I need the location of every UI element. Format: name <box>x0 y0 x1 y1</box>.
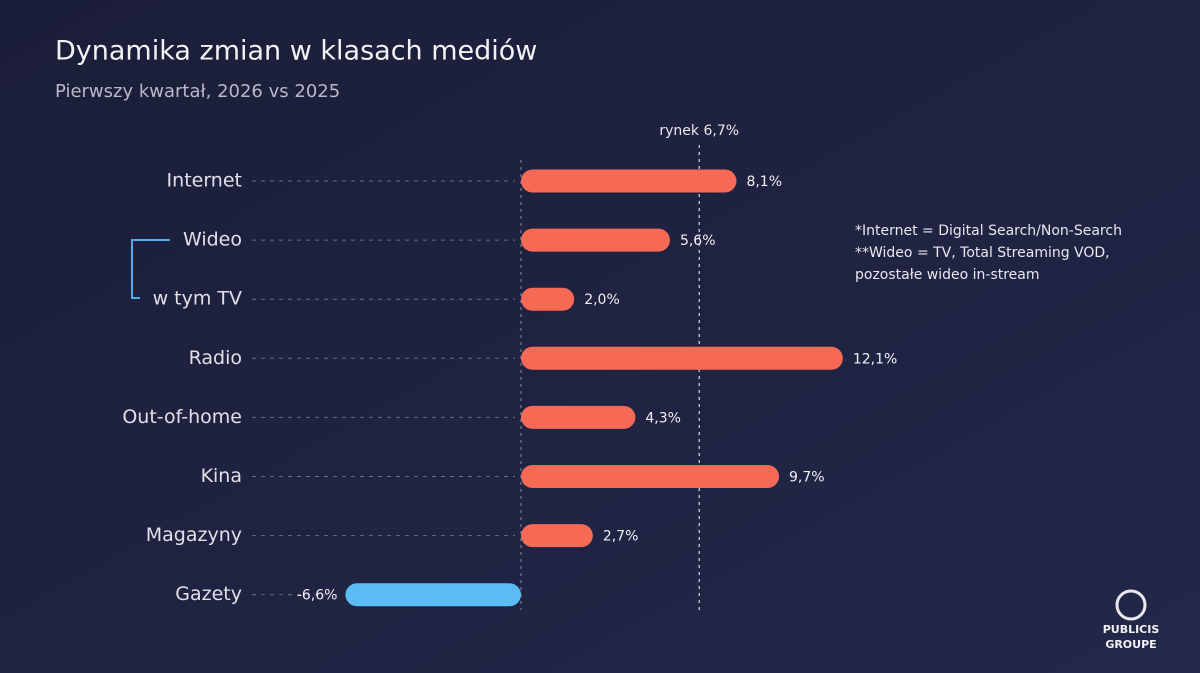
value-label: 8,1% <box>746 174 782 190</box>
value-label: -6,6% <box>297 588 338 604</box>
bar <box>521 524 593 548</box>
note: pozostałe wideo in-stream <box>855 267 1040 283</box>
bar <box>521 346 843 370</box>
logo: PUBLICIS GROUPE <box>1103 589 1160 651</box>
value-label: 5,6% <box>680 233 716 249</box>
note: **Wideo = TV, Total Streaming VOD, <box>855 245 1110 261</box>
chart-title: Dynamika zmian w klasach mediów <box>55 36 537 67</box>
bar <box>521 169 737 193</box>
logo-icon <box>1115 589 1147 621</box>
category-label: w tym TV <box>153 288 242 310</box>
category-label: Radio <box>189 347 242 369</box>
category-label: Kina <box>201 465 242 487</box>
bar <box>521 465 780 488</box>
value-label: 12,1% <box>853 351 897 367</box>
category-label: Magazyny <box>146 524 242 546</box>
value-label: 4,3% <box>645 410 681 426</box>
value-label: 2,7% <box>603 529 639 545</box>
category-label: Gazety <box>175 583 242 605</box>
category-label: Out-of-home <box>122 406 242 428</box>
chart-subtitle: Pierwszy kwartał, 2026 vs 2025 <box>55 81 340 102</box>
bar <box>521 228 670 252</box>
bar <box>521 405 636 429</box>
bar <box>345 583 521 607</box>
bracket <box>131 239 170 299</box>
note: *Internet = Digital Search/Non-Search <box>855 223 1122 239</box>
category-label: Internet <box>167 170 242 192</box>
reference-label: rynek 6,7% <box>659 123 739 139</box>
value-label: 2,0% <box>584 292 620 308</box>
logo-text: GROUPE <box>1105 638 1156 651</box>
logo-text: PUBLICIS <box>1103 623 1160 636</box>
value-label: 9,7% <box>789 470 825 486</box>
bar <box>521 287 575 311</box>
category-label: Wideo <box>183 229 242 251</box>
